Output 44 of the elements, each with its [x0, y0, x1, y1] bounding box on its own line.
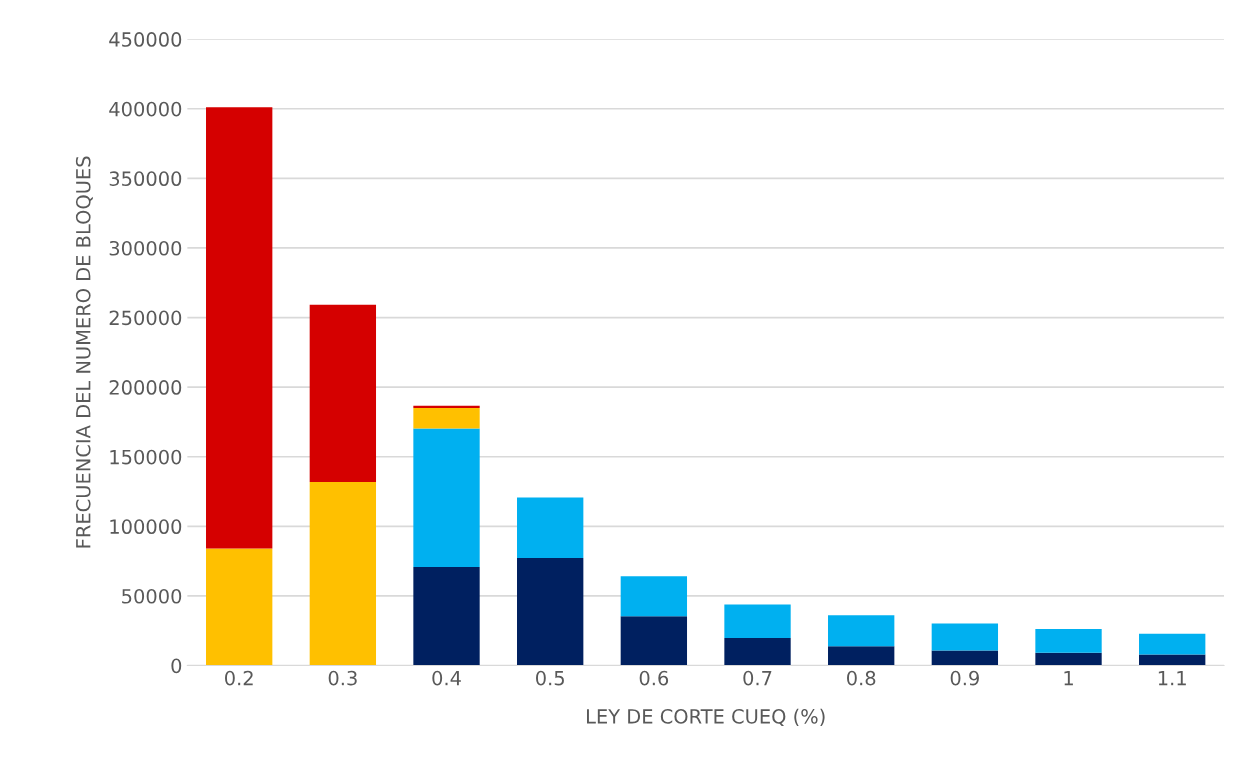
x-tick-label: 0.3 [328, 670, 357, 686]
x-tick-label: 1.1 [1158, 671, 1186, 686]
bar [413, 405, 480, 408]
bar [1035, 652, 1102, 666]
bar [828, 646, 895, 666]
bar [931, 650, 999, 666]
bar [309, 482, 377, 666]
y-tick-label: 0 [171, 658, 182, 674]
bar [413, 407, 480, 429]
bar [413, 567, 480, 666]
x-axis-title: LEY DE CORTE CUEQ (%) [587, 708, 825, 727]
bar [620, 616, 688, 666]
bar [620, 576, 688, 617]
y-tick-label: 250000 [109, 310, 182, 326]
bar [931, 623, 999, 651]
y-tick-label: 400000 [109, 101, 182, 117]
x-tick-label: 1 [1064, 671, 1073, 686]
y-tick-label: 350000 [109, 171, 182, 187]
bar [724, 637, 791, 666]
y-tick-label: 100000 [110, 519, 182, 535]
x-tick-label: 0.7 [743, 670, 772, 686]
bar [517, 558, 584, 666]
y-tick-label: 200000 [109, 380, 182, 395]
bar [828, 615, 895, 647]
y-axis-title: FRECUENCIA DEL NUMERO DE BLOQUES [75, 156, 93, 548]
y-tick-label: 150000 [110, 449, 182, 465]
y-tick-label: 300000 [109, 240, 182, 256]
bar [206, 107, 273, 549]
y-tick-label: 450000 [109, 32, 182, 47]
bar [413, 428, 480, 567]
bar [309, 304, 377, 483]
x-tick-label: 0.6 [639, 670, 669, 686]
bar [724, 604, 791, 638]
bar [1139, 633, 1206, 655]
bar [517, 497, 584, 559]
x-tick-label: 0.4 [432, 670, 461, 686]
bar [1035, 628, 1102, 653]
x-tick-label: 0.5 [536, 670, 564, 686]
y-tick-label: 50000 [122, 588, 182, 604]
bar [1139, 654, 1206, 666]
bar [206, 548, 273, 666]
x-tick-label: 0.9 [950, 670, 979, 686]
x-tick-label: 0.8 [847, 670, 876, 686]
x-tick-label: 0.2 [225, 670, 253, 686]
